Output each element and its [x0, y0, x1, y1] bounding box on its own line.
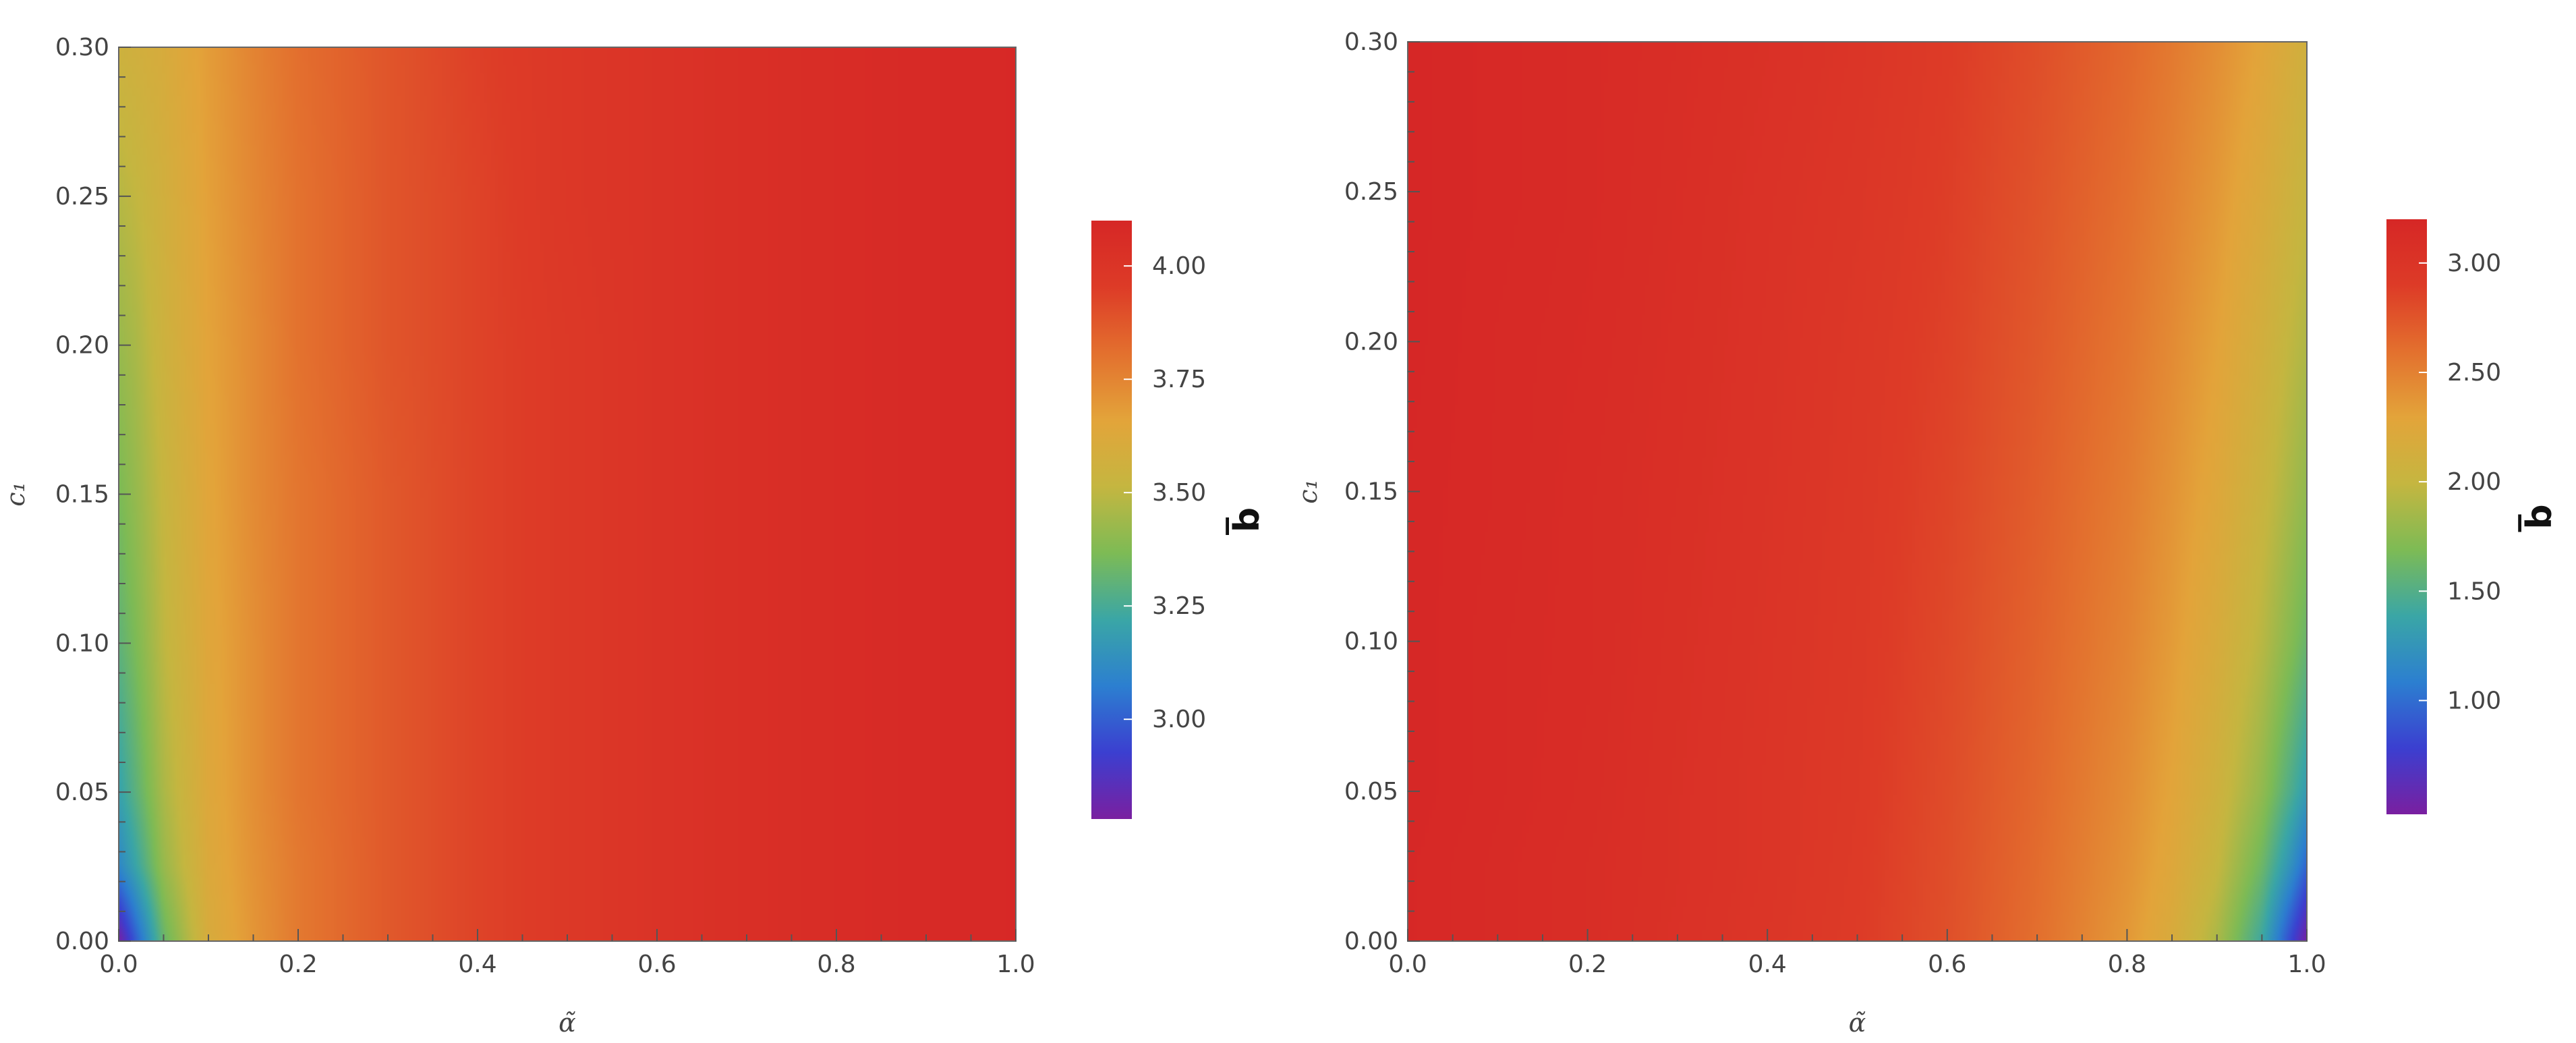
- y-tick-label: 0.00: [1344, 928, 1398, 955]
- colorbar-gradient: [2386, 219, 2427, 814]
- x-tick-label: 1.0: [996, 951, 1035, 978]
- colorbar-title: b̅: [1226, 507, 1267, 535]
- x-axis-title: α̃: [1849, 1008, 1866, 1038]
- colorbar-tick-label: 3.00: [1152, 706, 1206, 733]
- heatmap-panel-2: 0.0 0.2 0.4 0.6 0.8 1.0 0.00 0.05 0.10 0.15 0.20 0.…: [1293, 28, 2560, 1038]
- heatmap-surface: [119, 47, 1016, 941]
- y-axis-title: c₁: [1293, 479, 1323, 504]
- y-tick-label: 0.10: [55, 629, 109, 657]
- y-tick-label: 0.25: [1344, 178, 1398, 206]
- x-tick-label: 0.6: [637, 951, 676, 978]
- heatmap-panel-1: 0.0 0.2 0.4 0.6 0.8 1.0 0.00 0.05 0.10 0.15 0.20 0.…: [1, 34, 1267, 1038]
- colorbar-tick-label: 4.00: [1152, 252, 1206, 280]
- x-tick-label: 1.0: [2287, 951, 2326, 978]
- y-tick-label: 0.05: [1344, 778, 1398, 806]
- x-tick-label: 0.0: [1388, 951, 1427, 978]
- y-tick-label: 0.20: [55, 332, 109, 360]
- y-tick-label: 0.30: [55, 34, 109, 61]
- x-tick-label: 0.8: [817, 951, 855, 978]
- colorbar: 1.00 1.50 2.00 2.50 3.00 b̅: [2386, 219, 2560, 814]
- colorbar-tick-label: 2.50: [2447, 359, 2501, 387]
- colorbar-gradient: [1091, 221, 1132, 819]
- x-axis-title: α̃: [559, 1008, 576, 1038]
- colorbar-tick-label: 3.50: [1152, 479, 1206, 507]
- y-tick-label: 0.15: [55, 481, 109, 509]
- colorbar-title: b̅: [2519, 504, 2560, 532]
- colorbar-tick-label: 2.00: [2447, 468, 2501, 496]
- y-tick-label: 0.05: [55, 779, 109, 806]
- x-tick-label: 0.8: [2108, 951, 2146, 978]
- y-tick-label: 0.25: [55, 183, 109, 210]
- y-axis-title: c₁: [1, 482, 30, 507]
- x-tick-label: 0.6: [1928, 951, 1966, 978]
- colorbar-tick-label: 3.25: [1152, 592, 1206, 620]
- x-tick-label: 0.2: [1568, 951, 1607, 978]
- x-tick-label: 0.4: [1748, 951, 1787, 978]
- y-tick-label: 0.00: [55, 928, 109, 955]
- y-tick-label: 0.30: [1344, 28, 1398, 56]
- y-tick-label: 0.20: [1344, 328, 1398, 356]
- colorbar-tick-label: 1.50: [2447, 577, 2501, 605]
- heatmap-surface: [1408, 42, 2307, 941]
- colorbar-tick-label: 3.75: [1152, 366, 1206, 393]
- colorbar-tick-label: 3.00: [2447, 250, 2501, 277]
- colorbar: 3.00 3.25 3.50 3.75 4.00 b̅: [1091, 221, 1267, 819]
- x-tick-label: 0.0: [99, 951, 138, 978]
- x-tick-label: 0.2: [279, 951, 317, 978]
- colorbar-tick-label: 1.00: [2447, 687, 2501, 714]
- y-tick-label: 0.15: [1344, 478, 1398, 506]
- y-tick-label: 0.10: [1344, 628, 1398, 656]
- x-tick-label: 0.4: [458, 951, 496, 978]
